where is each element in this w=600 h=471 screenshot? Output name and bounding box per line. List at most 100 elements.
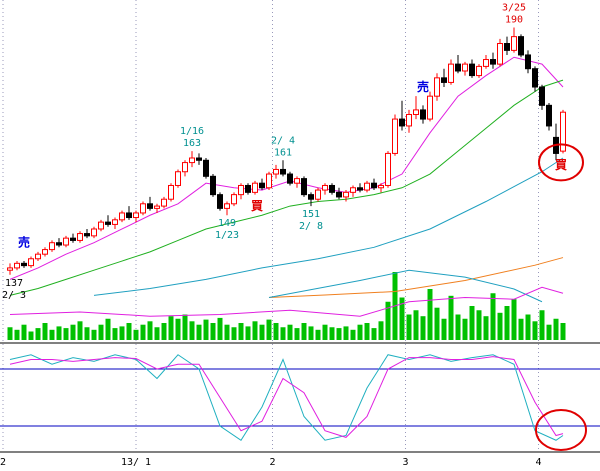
volume-bar [259,324,265,340]
volume-bar [511,299,517,340]
candle-body [56,242,62,246]
volume-bar [490,293,496,340]
volume-bar [483,316,489,340]
candle-body [546,104,552,127]
volume-bar [553,318,559,340]
candle-body [434,77,440,97]
candle-body [63,237,69,246]
volume-bar [245,326,251,340]
candle-body [168,184,174,200]
candle-body [525,54,531,70]
volume-bar [210,323,216,340]
candle-body [308,194,314,200]
volume-bar [105,318,111,340]
candle-body [322,184,328,191]
candle-body [294,178,300,184]
candle-body [441,77,447,83]
volume-bar [329,327,335,340]
volume-bar [91,329,97,340]
volume-bar [77,321,83,340]
volume-bar [140,324,146,340]
annotation: 1/16 [180,126,204,137]
annotation: 190 [505,14,523,25]
candle-body [28,258,34,267]
volume-bar [469,306,475,340]
volume-bar [399,297,405,340]
volume-indicator-line [9,286,564,317]
x-tick-label: 2 [269,457,275,468]
volume-bar [420,316,426,340]
candle-body [490,59,496,65]
volume-bar [448,295,454,340]
volume-bar [434,307,440,340]
candle-body [252,182,258,193]
signal-label: 売 [18,235,30,250]
candle-body [539,86,545,106]
candle-body [385,152,391,186]
candle-body [301,178,307,196]
volume-bar [161,323,167,340]
volume-bar [35,328,41,340]
highlight-circle [535,409,587,451]
candle-body [357,187,363,191]
candle-body [154,205,160,209]
volume-bar [301,323,307,340]
candle-body [448,63,454,83]
candle-body [455,63,461,72]
candle-body [238,184,244,196]
candle-body [427,95,433,120]
volume-bar [189,321,195,340]
candle-body [350,187,356,193]
candle-body [147,203,153,209]
volume-bar [462,318,468,340]
candle-body [126,212,132,219]
volume-bar [217,317,223,340]
volume-bar [175,318,181,340]
candle-body [273,168,279,175]
candle-body [511,36,517,51]
volume-bar [294,328,300,340]
volume-bar [7,327,13,340]
candle-body [140,203,146,214]
candle-body [315,189,321,200]
oscillator-line [9,356,564,438]
candle-body [399,118,405,127]
annotation: 151 [302,209,320,220]
candle-body [35,253,41,260]
volume-bar [266,319,272,340]
candle-body [406,113,412,127]
x-tick-label: 4 [535,457,541,468]
volume-bar [168,316,174,340]
volume-bar [182,314,188,340]
annotation: 2/ 3 [2,290,26,301]
volume-bar [133,329,139,340]
volume-bar [238,323,244,340]
volume-bar [84,327,90,340]
volume-indicator-line [268,257,564,298]
volume-bar [336,328,342,340]
volume-bar [126,323,132,340]
volume-bar [385,301,391,340]
volume-bar [504,306,510,340]
candle-body [70,237,76,241]
candle-body [189,157,195,164]
candle-body [518,36,524,56]
candle-body [462,63,468,72]
volume-bar [497,312,503,340]
signal-label: 売 [417,79,429,94]
volume-bar [413,310,419,340]
candle-body [133,212,139,219]
candle-body [203,159,209,177]
candle-body [224,203,230,209]
candle-body [560,111,566,152]
candle-body [483,59,489,67]
volume-bar [518,318,524,340]
volume-bar [70,324,76,340]
volume-bar [406,314,412,340]
candle-body [287,173,293,184]
candle-body [196,157,202,161]
volume-bar [539,310,545,340]
volume-bar [224,324,230,340]
volume-bar [119,326,125,340]
